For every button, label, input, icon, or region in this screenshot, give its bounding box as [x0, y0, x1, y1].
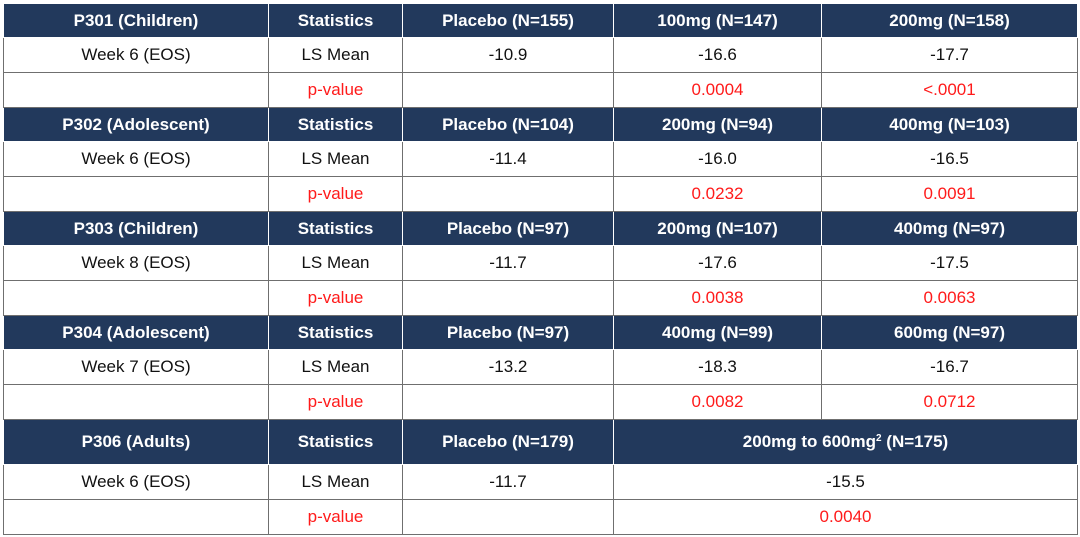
ls-mean-value: -16.7 [821, 349, 1078, 385]
statistic-label: LS Mean [268, 141, 403, 177]
arm-header: 200mg (N=107) [613, 211, 822, 246]
header-row-p306: P306 (Adults) Statistics Placebo (N=179)… [3, 419, 1078, 465]
ls-mean-value: -18.3 [613, 349, 822, 385]
ls-mean-value: -17.7 [821, 37, 1078, 73]
arm-header-text: 200mg to 600mg [742, 432, 877, 451]
ls-mean-value: -17.6 [613, 245, 822, 281]
arm-header: 100mg (N=147) [613, 3, 822, 38]
study-header: P303 (Children) [3, 211, 269, 246]
arm-header: Placebo (N=179) [402, 419, 614, 465]
arm-header: Placebo (N=104) [402, 107, 614, 142]
study-header: P304 (Adolescent) [3, 315, 269, 350]
timepoint-cell: Week 8 (EOS) [3, 245, 269, 281]
empty-cell [402, 384, 614, 420]
p-value: <.0001 [821, 72, 1078, 108]
p-value: 0.0040 [613, 499, 1078, 535]
study-header: P301 (Children) [3, 3, 269, 38]
empty-cell [3, 176, 269, 212]
ls-mean-value: -15.5 [613, 464, 1078, 500]
p-value-row: p-value 0.0004 <.0001 [3, 72, 1078, 108]
ls-mean-value: -16.5 [821, 141, 1078, 177]
ls-mean-value: -13.2 [402, 349, 614, 385]
ls-mean-row: Week 8 (EOS) LS Mean -11.7 -17.6 -17.5 [3, 245, 1078, 281]
arm-header: 400mg (N=99) [613, 315, 822, 350]
arm-header-n: (N=175) [881, 432, 949, 451]
header-row-p302: P302 (Adolescent) Statistics Placebo (N=… [3, 107, 1078, 142]
header-row-p303: P303 (Children) Statistics Placebo (N=97… [3, 211, 1078, 246]
arm-header: 400mg (N=97) [821, 211, 1078, 246]
p-value: 0.0712 [821, 384, 1078, 420]
empty-cell [3, 72, 269, 108]
ls-mean-value: -17.5 [821, 245, 1078, 281]
ls-mean-row: Week 6 (EOS) LS Mean -10.9 -16.6 -17.7 [3, 37, 1078, 73]
header-row-p301: P301 (Children) Statistics Placebo (N=15… [3, 3, 1078, 38]
p-value-row: p-value 0.0232 0.0091 [3, 176, 1078, 212]
statistic-label: LS Mean [268, 37, 403, 73]
statistic-label: LS Mean [268, 349, 403, 385]
empty-cell [402, 280, 614, 316]
p-value: 0.0038 [613, 280, 822, 316]
statistic-label: p-value [268, 384, 403, 420]
statistics-header: Statistics [268, 211, 403, 246]
statistics-header: Statistics [268, 419, 403, 465]
p-value: 0.0091 [821, 176, 1078, 212]
empty-cell [402, 72, 614, 108]
arm-header: Placebo (N=97) [402, 315, 614, 350]
p-value-row: p-value 0.0038 0.0063 [3, 280, 1078, 316]
header-row-p304: P304 (Adolescent) Statistics Placebo (N=… [3, 315, 1078, 350]
ls-mean-value: -11.7 [402, 464, 614, 500]
arm-header: Placebo (N=155) [402, 3, 614, 38]
p-value: 0.0082 [613, 384, 822, 420]
statistic-label: LS Mean [268, 245, 403, 281]
statistics-header: Statistics [268, 3, 403, 38]
arm-header: 200mg (N=94) [613, 107, 822, 142]
arm-header: 200mg to 600mg2 (N=175) [613, 419, 1078, 465]
empty-cell [3, 280, 269, 316]
statistic-label: p-value [268, 280, 403, 316]
arm-header: 400mg (N=103) [821, 107, 1078, 142]
timepoint-cell: Week 6 (EOS) [3, 37, 269, 73]
ls-mean-value: -16.6 [613, 37, 822, 73]
ls-mean-value: -16.0 [613, 141, 822, 177]
timepoint-cell: Week 6 (EOS) [3, 464, 269, 500]
ls-mean-value: -11.4 [402, 141, 614, 177]
arm-header: 600mg (N=97) [821, 315, 1078, 350]
statistic-label: p-value [268, 176, 403, 212]
empty-cell [402, 499, 614, 535]
ls-mean-value: -10.9 [402, 37, 614, 73]
statistics-header: Statistics [268, 315, 403, 350]
statistics-header: Statistics [268, 107, 403, 142]
p-value-row: p-value 0.0040 [3, 499, 1078, 535]
p-value: 0.0232 [613, 176, 822, 212]
statistic-label: p-value [268, 72, 403, 108]
statistic-label: p-value [268, 499, 403, 535]
arm-header: 200mg (N=158) [821, 3, 1078, 38]
timepoint-cell: Week 6 (EOS) [3, 141, 269, 177]
study-header: P302 (Adolescent) [3, 107, 269, 142]
p-value: 0.0004 [613, 72, 822, 108]
empty-cell [402, 176, 614, 212]
statistic-label: LS Mean [268, 464, 403, 500]
arm-header: Placebo (N=97) [402, 211, 614, 246]
ls-mean-row: Week 6 (EOS) LS Mean -11.4 -16.0 -16.5 [3, 141, 1078, 177]
ls-mean-row: Week 7 (EOS) LS Mean -13.2 -18.3 -16.7 [3, 349, 1078, 385]
empty-cell [3, 384, 269, 420]
p-value-row: p-value 0.0082 0.0712 [3, 384, 1078, 420]
p-value: 0.0063 [821, 280, 1078, 316]
results-table: P301 (Children) Statistics Placebo (N=15… [3, 3, 1078, 535]
ls-mean-row: Week 6 (EOS) LS Mean -11.7 -15.5 [3, 464, 1078, 500]
footnote-marker: 2 [876, 433, 882, 444]
study-header: P306 (Adults) [3, 419, 269, 465]
ls-mean-value: -11.7 [402, 245, 614, 281]
empty-cell [3, 499, 269, 535]
timepoint-cell: Week 7 (EOS) [3, 349, 269, 385]
